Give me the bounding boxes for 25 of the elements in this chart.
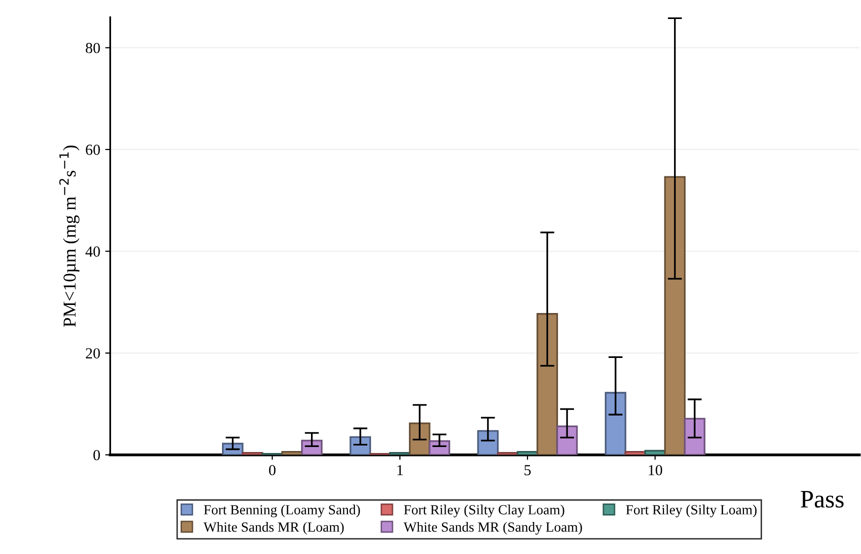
- x-axis-title: Pass: [800, 491, 844, 508]
- legend-label: White Sands MR (Loam): [204, 522, 344, 535]
- x-tick-label: 1: [397, 465, 403, 476]
- bar: [556, 426, 578, 455]
- y-tick-label: 20: [86, 348, 100, 359]
- y-axis-title: PM<10µm (mg m$^{−2}$s$^{−1}$): [59, 146, 80, 327]
- y-tick-label: 0: [93, 450, 100, 460]
- legend-label: Fort Riley (Silty Loam): [626, 504, 757, 518]
- bar: [350, 436, 372, 455]
- bar: [604, 392, 626, 455]
- legend-label: Fort Benning (Loamy Sand): [204, 504, 360, 518]
- y-tick-label: 80: [86, 42, 100, 54]
- x-tick-label: 0: [269, 465, 276, 476]
- x-tick-label: 5: [524, 465, 531, 476]
- bar: [664, 176, 686, 455]
- y-tick-label: 40: [86, 246, 100, 257]
- legend-label: White Sands MR (Sandy Loam): [404, 522, 582, 535]
- bar: [301, 440, 323, 455]
- bar: [536, 313, 558, 455]
- bar: [477, 430, 499, 455]
- bar: [408, 422, 430, 455]
- x-tick-label: 10: [648, 465, 662, 476]
- bar: [684, 418, 706, 455]
- legend-label: Fort Riley (Silty Clay Loam): [404, 504, 564, 518]
- y-tick-label: 60: [86, 144, 100, 155]
